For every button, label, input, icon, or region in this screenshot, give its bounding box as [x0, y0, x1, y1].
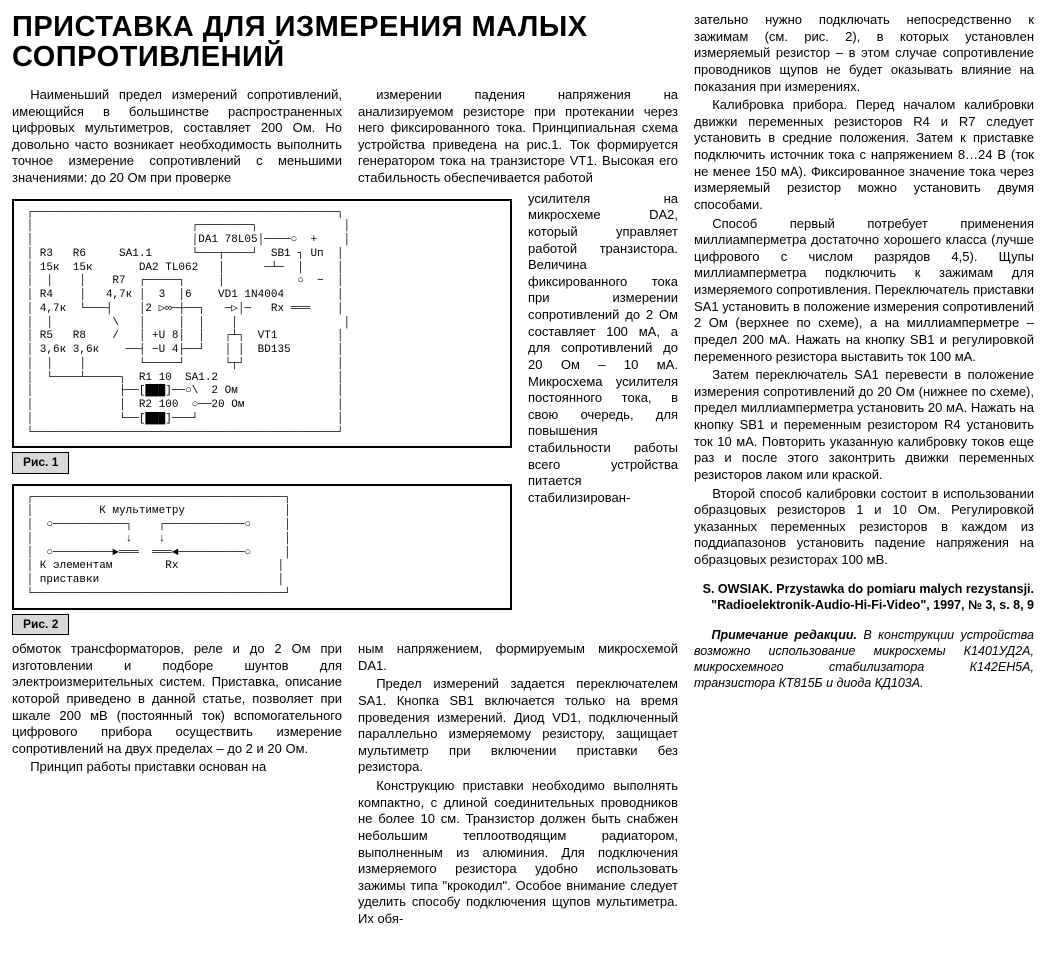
col1-p3: Принцип работы приставки основан на: [12, 759, 342, 776]
editor-note: Примечание редакции. В конструкции устро…: [694, 627, 1034, 691]
fig1-row: ┌───────────────────────────────────────…: [12, 191, 678, 641]
article-page: ПРИСТАВКА ДЛЯ ИЗМЕРЕНИЯ МАЛЫХ СОПРОТИВЛЕ…: [12, 12, 1041, 930]
col3-p3: Способ первый потребует применения милли…: [694, 216, 1034, 366]
article-title: ПРИСТАВКА ДЛЯ ИЗМЕРЕНИЯ МАЛЫХ СОПРОТИВЛЕ…: [12, 12, 678, 73]
col1-p1: Наименьший предел измерений сопротивлени…: [12, 87, 342, 187]
col2-p3: Предел измерений задается переключателем…: [358, 676, 678, 776]
col1-p2: обмоток трансформаторов, реле и до 2 Ом …: [12, 641, 342, 757]
intro-row: Наименьший предел измерений сопротивлени…: [12, 87, 678, 189]
attr-line1: S. OWSIAK. Przystawka do pomiaru malych …: [694, 581, 1034, 597]
col3: зательно нужно подключать непосредственн…: [694, 12, 1034, 930]
lower-row: обмоток трансформаторов, реле и до 2 Ом …: [12, 641, 678, 930]
fig1-label: Рис. 1: [12, 452, 69, 473]
source-attribution: S. OWSIAK. Przystawka do pomiaru malych …: [694, 581, 1034, 613]
editor-note-head: Примечание редакции.: [712, 628, 858, 642]
col2-narrow: усилителя на микросхеме DA2, который упр…: [528, 191, 678, 641]
left-block: ПРИСТАВКА ДЛЯ ИЗМЕРЕНИЯ МАЛЫХ СОПРОТИВЛЕ…: [12, 12, 678, 930]
col2-p4: Конструкцию приставки необходимо выполня…: [358, 778, 678, 928]
col2-p2: ным напряжением, формируемым микросхемой…: [358, 641, 678, 674]
attr-line2: "Radioelektronik-Audio-Hi-Fi-Video", 199…: [694, 597, 1034, 613]
fig2-label: Рис. 2: [12, 614, 69, 635]
schematic-fig2: ┌──────────────────────────────────────┐…: [12, 484, 512, 610]
col3-p1: зательно нужно подключать непосредственн…: [694, 12, 1034, 95]
col2-lower: ным напряжением, формируемым микросхемой…: [358, 641, 678, 930]
col1-lower: обмоток трансформаторов, реле и до 2 Ом …: [12, 641, 342, 930]
col3-p4: Затем переключатель SA1 перевести в поло…: [694, 367, 1034, 483]
col3-p2: Калибровка прибора. Перед началом калибр…: [694, 97, 1034, 213]
col2-narrow-p: усилителя на микросхеме DA2, который упр…: [528, 191, 678, 507]
col2-p1: измерении падения напряжения на анализир…: [358, 87, 678, 187]
col3-p5: Второй способ калибровки состоит в испол…: [694, 486, 1034, 569]
fig1-wrap: ┌───────────────────────────────────────…: [12, 191, 512, 641]
schematic-fig1: ┌───────────────────────────────────────…: [12, 199, 512, 449]
